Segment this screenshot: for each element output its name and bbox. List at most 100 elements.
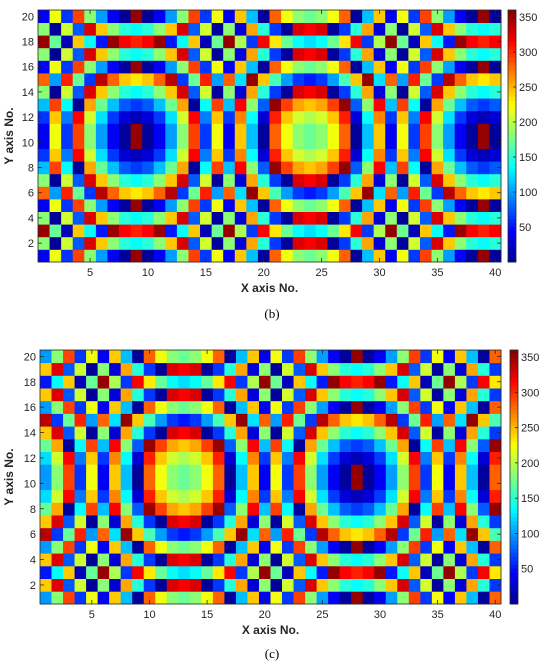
heatmap-cell [155,451,168,465]
heatmap-cell [38,236,50,250]
heatmap-cell [155,426,168,440]
heatmap-cell [443,502,456,516]
heatmap-cell [315,148,328,162]
heatmap-cell [223,10,236,23]
heatmap-cell [466,527,479,541]
heatmap-cell [408,426,421,440]
heatmap-cell [396,136,409,149]
heatmap-cell [305,438,317,452]
heatmap-cell [466,10,479,23]
plot-frame [39,349,502,605]
heatmap-cell [246,110,259,124]
heatmap-cell [153,60,166,74]
heatmap-cell [166,362,179,376]
colorbar-segment [510,377,518,383]
heatmap-cell [362,451,375,465]
heatmap-cell [120,502,133,516]
heatmap-cell [109,477,122,491]
colorbar-segment [508,238,516,243]
heatmap-cell [153,110,166,124]
heatmap-cell [396,161,409,175]
heatmap-cell [74,591,87,605]
heatmap-cell [327,73,340,86]
heatmap-cell [282,426,294,440]
heatmap-cell [155,438,168,452]
colorbar-segment [508,222,516,228]
heatmap-cell [188,148,201,162]
heatmap-cell [95,199,108,212]
heatmap-cell [292,199,305,212]
heatmap-cell [246,186,259,200]
heatmap-cell [201,413,214,427]
heatmap-cell [408,173,421,187]
heatmap-cell [86,565,99,579]
heatmap-cell [155,400,168,414]
colorbar-segment [508,49,516,54]
heatmap-cell [235,362,248,376]
heatmap-cell [63,565,75,579]
heatmap-cell [292,85,305,99]
heatmap-cell [188,186,201,200]
heatmap-cell [454,553,467,567]
heatmap-cell [86,477,99,491]
heatmap-cell [466,161,479,175]
heatmap-cell [107,148,120,162]
heatmap-cell [72,173,85,187]
colorbar-segment [510,572,518,577]
heatmap-cell [489,35,502,49]
heatmap-cell [443,438,456,452]
colorbar-segment [508,246,516,251]
heatmap-cell [257,249,270,263]
heatmap-cell [305,477,317,491]
heatmap-cell [49,249,62,263]
heatmap-cell [247,400,260,414]
heatmap-cell [223,98,236,112]
heatmap-cell [327,249,340,263]
heatmap-cell [454,438,467,452]
heatmap-cell [305,565,317,579]
heatmap-cell [142,211,155,225]
heatmap-cell [328,464,341,478]
heatmap-cell [374,540,387,554]
heatmap-cell [431,451,444,465]
heatmap-cell [489,400,502,414]
heatmap-cell [350,199,363,212]
heatmap-cell [143,451,156,465]
heatmap-cell [362,464,375,478]
colorbar-segment [510,584,518,589]
heatmap-cell [385,73,398,86]
heatmap-cell [477,578,490,592]
heatmap-cell [72,199,85,212]
heatmap-cell [420,388,433,402]
heatmap-cell [385,400,398,414]
heatmap-cell [431,477,444,491]
heatmap-cell [235,350,248,364]
y-tick-label: 8 [28,163,34,175]
heatmap-cell [72,224,85,238]
colorbar-segment [510,433,518,438]
heatmap-cell [97,578,110,592]
heatmap-cell [132,388,145,402]
heatmap-cell [373,199,386,212]
heatmap-cell [97,438,110,452]
colorbar-frame [507,9,517,263]
heatmap-cell [351,540,364,554]
colorbar-segment [510,361,518,367]
heatmap-cell [178,438,191,452]
heatmap-cell [431,85,444,99]
heatmap-cell [270,438,283,452]
heatmap-cell [431,400,444,414]
heatmap-cell [443,350,456,364]
heatmap-cell [38,249,50,263]
heatmap-cell [189,388,202,402]
heatmap-cell [49,98,62,112]
colorbar-segment [510,477,518,482]
heatmap-cell [374,362,387,376]
heatmap-cell [397,362,410,376]
heatmap-cell [477,540,490,554]
heatmap-cell [362,515,375,529]
heatmap-cell [38,110,50,124]
heatmap-cell [454,186,467,200]
heatmap-cell [316,515,329,529]
heatmap-cell [282,375,294,389]
